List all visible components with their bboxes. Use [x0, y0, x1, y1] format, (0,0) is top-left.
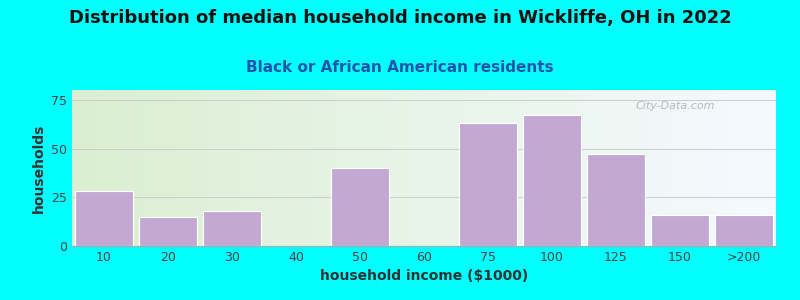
Bar	[74, 191, 134, 246]
Bar	[330, 168, 390, 246]
Bar	[522, 115, 582, 246]
Bar	[138, 217, 198, 246]
Bar	[650, 215, 710, 246]
Bar	[714, 215, 774, 246]
X-axis label: household income ($1000): household income ($1000)	[320, 269, 528, 284]
Text: Distribution of median household income in Wickliffe, OH in 2022: Distribution of median household income …	[69, 9, 731, 27]
Text: Black or African American residents: Black or African American residents	[246, 60, 554, 75]
Bar	[202, 211, 262, 246]
Y-axis label: households: households	[31, 123, 46, 213]
Bar	[458, 123, 518, 246]
Bar	[586, 154, 646, 246]
Text: City-Data.com: City-Data.com	[635, 101, 714, 111]
